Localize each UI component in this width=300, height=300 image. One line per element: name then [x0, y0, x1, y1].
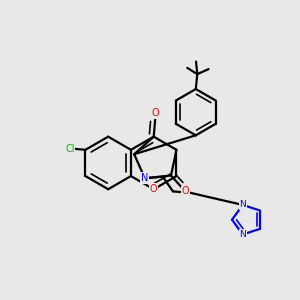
Text: N: N: [239, 230, 246, 239]
Text: O: O: [150, 184, 158, 194]
Text: N: N: [141, 173, 148, 183]
Text: O: O: [182, 187, 189, 196]
Text: O: O: [152, 108, 159, 118]
Text: Cl: Cl: [65, 144, 75, 154]
Text: N: N: [239, 200, 246, 209]
